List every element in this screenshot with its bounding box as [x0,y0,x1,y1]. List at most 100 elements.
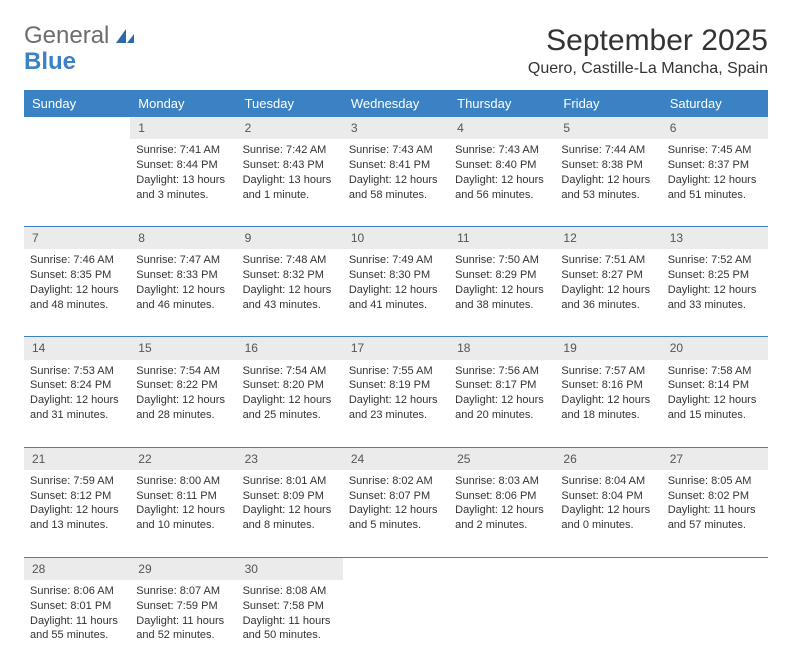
daylight-text-line2: and 20 minutes. [455,408,549,423]
daylight-text-line1: Daylight: 12 hours [561,393,655,408]
calendar-week-row: Sunrise: 7:41 AMSunset: 8:44 PMDaylight:… [24,139,768,227]
day-number: 24 [343,448,449,470]
day-number: 4 [449,117,555,139]
calendar-cell-empty [343,580,449,668]
daylight-text-line1: Daylight: 12 hours [30,283,124,298]
sunset-text: Sunset: 8:35 PM [30,268,124,283]
location-label: Quero, Castille-La Mancha, Spain [528,60,768,78]
daylight-text-line1: Daylight: 11 hours [136,614,230,629]
daylight-text-line2: and 25 minutes. [243,408,337,423]
calendar-cell: Sunrise: 8:01 AMSunset: 8:09 PMDaylight:… [237,470,343,558]
daylight-text-line2: and 8 minutes. [243,518,337,533]
sunset-text: Sunset: 8:25 PM [668,268,762,283]
sunset-text: Sunset: 8:01 PM [30,599,124,614]
sunrise-text: Sunrise: 7:56 AM [455,364,549,379]
calendar-cell: Sunrise: 7:46 AMSunset: 8:35 PMDaylight:… [24,249,130,337]
calendar-cell: Sunrise: 7:54 AMSunset: 8:22 PMDaylight:… [130,360,236,448]
weekday-header: Wednesday [343,90,449,117]
sunset-text: Sunset: 8:27 PM [561,268,655,283]
day-number: 25 [449,448,555,470]
day-number: 15 [130,337,236,359]
calendar-cell: Sunrise: 7:55 AMSunset: 8:19 PMDaylight:… [343,360,449,448]
daylight-text-line2: and 2 minutes. [455,518,549,533]
month-title: September 2025 [528,24,768,58]
calendar-cell: Sunrise: 7:49 AMSunset: 8:30 PMDaylight:… [343,249,449,337]
weekday-header: Sunday [24,90,130,117]
daylight-text-line2: and 57 minutes. [668,518,762,533]
daylight-text-line2: and 58 minutes. [349,188,443,203]
sunset-text: Sunset: 8:02 PM [668,489,762,504]
daylight-text-line1: Daylight: 12 hours [561,283,655,298]
sunset-text: Sunset: 8:24 PM [30,378,124,393]
sunset-text: Sunset: 7:58 PM [243,599,337,614]
sunrise-text: Sunrise: 7:53 AM [30,364,124,379]
daylight-text-line1: Daylight: 13 hours [243,173,337,188]
daynum-row: 78910111213 [24,227,768,249]
daylight-text-line2: and 5 minutes. [349,518,443,533]
sunrise-text: Sunrise: 8:01 AM [243,474,337,489]
sunrise-text: Sunrise: 7:41 AM [136,143,230,158]
sunrise-text: Sunrise: 7:52 AM [668,253,762,268]
sunrise-text: Sunrise: 7:42 AM [243,143,337,158]
day-number: 3 [343,117,449,139]
sunset-text: Sunset: 8:20 PM [243,378,337,393]
calendar-cell: Sunrise: 8:07 AMSunset: 7:59 PMDaylight:… [130,580,236,668]
sunrise-text: Sunrise: 8:03 AM [455,474,549,489]
sunrise-text: Sunrise: 8:04 AM [561,474,655,489]
calendar-cell: Sunrise: 7:58 AMSunset: 8:14 PMDaylight:… [662,360,768,448]
daylight-text-line1: Daylight: 13 hours [136,173,230,188]
day-number: 8 [130,227,236,249]
daylight-text-line1: Daylight: 12 hours [455,283,549,298]
sunrise-text: Sunrise: 8:07 AM [136,584,230,599]
day-number-blank [555,558,661,580]
calendar-cell: Sunrise: 8:06 AMSunset: 8:01 PMDaylight:… [24,580,130,668]
sunset-text: Sunset: 8:40 PM [455,158,549,173]
brand-logo: General Blue [24,24,136,74]
title-block: September 2025 Quero, Castille-La Mancha… [528,24,768,78]
weekday-header: Friday [555,90,661,117]
logo-text: General Blue [24,24,136,74]
calendar-cell: Sunrise: 7:43 AMSunset: 8:41 PMDaylight:… [343,139,449,227]
daynum-row: 123456 [24,117,768,139]
sunset-text: Sunset: 8:33 PM [136,268,230,283]
daylight-text-line2: and 53 minutes. [561,188,655,203]
daynum-row: 282930 [24,558,768,580]
sunrise-text: Sunrise: 8:08 AM [243,584,337,599]
day-number: 16 [237,337,343,359]
daylight-text-line1: Daylight: 12 hours [349,393,443,408]
day-number: 13 [662,227,768,249]
daylight-text-line1: Daylight: 12 hours [30,503,124,518]
calendar-cell: Sunrise: 7:52 AMSunset: 8:25 PMDaylight:… [662,249,768,337]
calendar-cell: Sunrise: 8:03 AMSunset: 8:06 PMDaylight:… [449,470,555,558]
calendar-cell: Sunrise: 8:00 AMSunset: 8:11 PMDaylight:… [130,470,236,558]
sunrise-text: Sunrise: 7:47 AM [136,253,230,268]
daylight-text-line1: Daylight: 12 hours [561,173,655,188]
daylight-text-line1: Daylight: 12 hours [561,503,655,518]
daylight-text-line1: Daylight: 12 hours [30,393,124,408]
sunrise-text: Sunrise: 7:58 AM [668,364,762,379]
sunset-text: Sunset: 8:19 PM [349,378,443,393]
sunrise-text: Sunrise: 7:44 AM [561,143,655,158]
sunrise-text: Sunrise: 7:57 AM [561,364,655,379]
sunset-text: Sunset: 8:44 PM [136,158,230,173]
calendar-cell: Sunrise: 7:59 AMSunset: 8:12 PMDaylight:… [24,470,130,558]
weekday-header: Saturday [662,90,768,117]
daylight-text-line1: Daylight: 12 hours [243,283,337,298]
daylight-text-line2: and 36 minutes. [561,298,655,313]
calendar-cell: Sunrise: 8:05 AMSunset: 8:02 PMDaylight:… [662,470,768,558]
sunset-text: Sunset: 8:22 PM [136,378,230,393]
calendar-week-row: Sunrise: 7:53 AMSunset: 8:24 PMDaylight:… [24,360,768,448]
daylight-text-line2: and 23 minutes. [349,408,443,423]
sunrise-text: Sunrise: 7:45 AM [668,143,762,158]
sunrise-text: Sunrise: 7:51 AM [561,253,655,268]
daylight-text-line2: and 43 minutes. [243,298,337,313]
daylight-text-line1: Daylight: 12 hours [455,173,549,188]
day-number: 11 [449,227,555,249]
day-number: 9 [237,227,343,249]
calendar-header-row: SundayMondayTuesdayWednesdayThursdayFrid… [24,90,768,117]
daylight-text-line1: Daylight: 12 hours [455,393,549,408]
sunset-text: Sunset: 8:16 PM [561,378,655,393]
sunrise-text: Sunrise: 8:00 AM [136,474,230,489]
calendar-cell: Sunrise: 7:45 AMSunset: 8:37 PMDaylight:… [662,139,768,227]
day-number-blank [24,117,130,139]
